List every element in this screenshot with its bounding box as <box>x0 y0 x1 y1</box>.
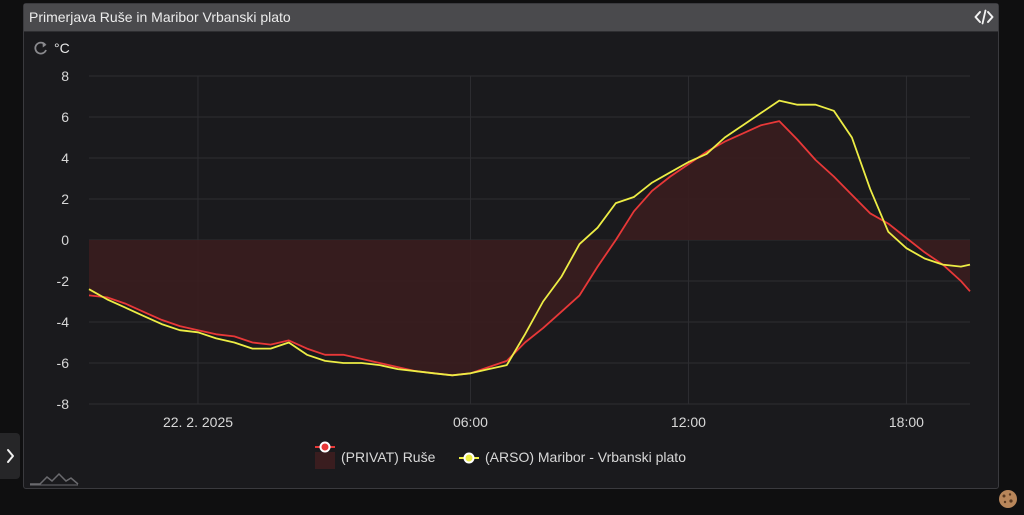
series-layer <box>88 99 971 377</box>
legend-item-private[interactable]: (PRIVAT) Ruše <box>315 441 436 470</box>
code-icon[interactable] <box>974 7 994 27</box>
area-fill-layer <box>89 121 970 376</box>
series-line-0 <box>88 120 971 377</box>
y-tick-label: 0 <box>61 232 69 248</box>
legend-marker-private <box>319 441 331 453</box>
legend-label-private: (PRIVAT) Ruše <box>341 449 436 465</box>
refresh-icon[interactable] <box>34 41 47 55</box>
panel-header: Primerjava Ruše in Maribor Vrbanski plat… <box>24 4 998 32</box>
x-tick-label: 06:00 <box>453 414 488 430</box>
y-tick-label: -8 <box>57 396 70 412</box>
y-tick-label: 2 <box>61 191 69 207</box>
mountain-logo-icon <box>30 472 79 486</box>
legend-item-arso[interactable]: (ARSO) Maribor - Vrbanski plato <box>459 449 686 465</box>
x-tick-label: 12:00 <box>671 414 706 430</box>
cookie-icon[interactable] <box>997 488 1019 510</box>
x-axis: 22. 2. 2025 06:00 12:00 18:00 <box>163 414 924 430</box>
series-line-1 <box>88 99 971 377</box>
legend-label-arso: (ARSO) Maribor - Vrbanski plato <box>485 449 686 465</box>
y-axis: 8 6 4 2 0 -2 -4 -6 -8 <box>57 68 70 412</box>
y-tick-label: 8 <box>61 68 69 84</box>
legend-swatch-private <box>315 452 335 469</box>
y-tick-label: 4 <box>61 150 69 166</box>
unit-label: °C <box>54 40 70 56</box>
x-tick-label: 22. 2. 2025 <box>163 414 233 430</box>
y-tick-label: 6 <box>61 109 69 125</box>
y-tick-label: -6 <box>57 355 70 371</box>
series-area-0 <box>89 121 970 376</box>
legend: (PRIVAT) Ruše (ARSO) Maribor - Vrbanski … <box>315 441 686 470</box>
y-tick-label: -4 <box>57 314 70 330</box>
x-tick-label: 18:00 <box>889 414 924 430</box>
panel-title: Primerjava Ruše in Maribor Vrbanski plat… <box>29 9 291 25</box>
chevron-right-icon <box>7 449 14 463</box>
legend-marker-arso <box>463 452 475 464</box>
side-panel-toggle[interactable] <box>0 433 20 479</box>
y-tick-label: -2 <box>57 273 70 289</box>
